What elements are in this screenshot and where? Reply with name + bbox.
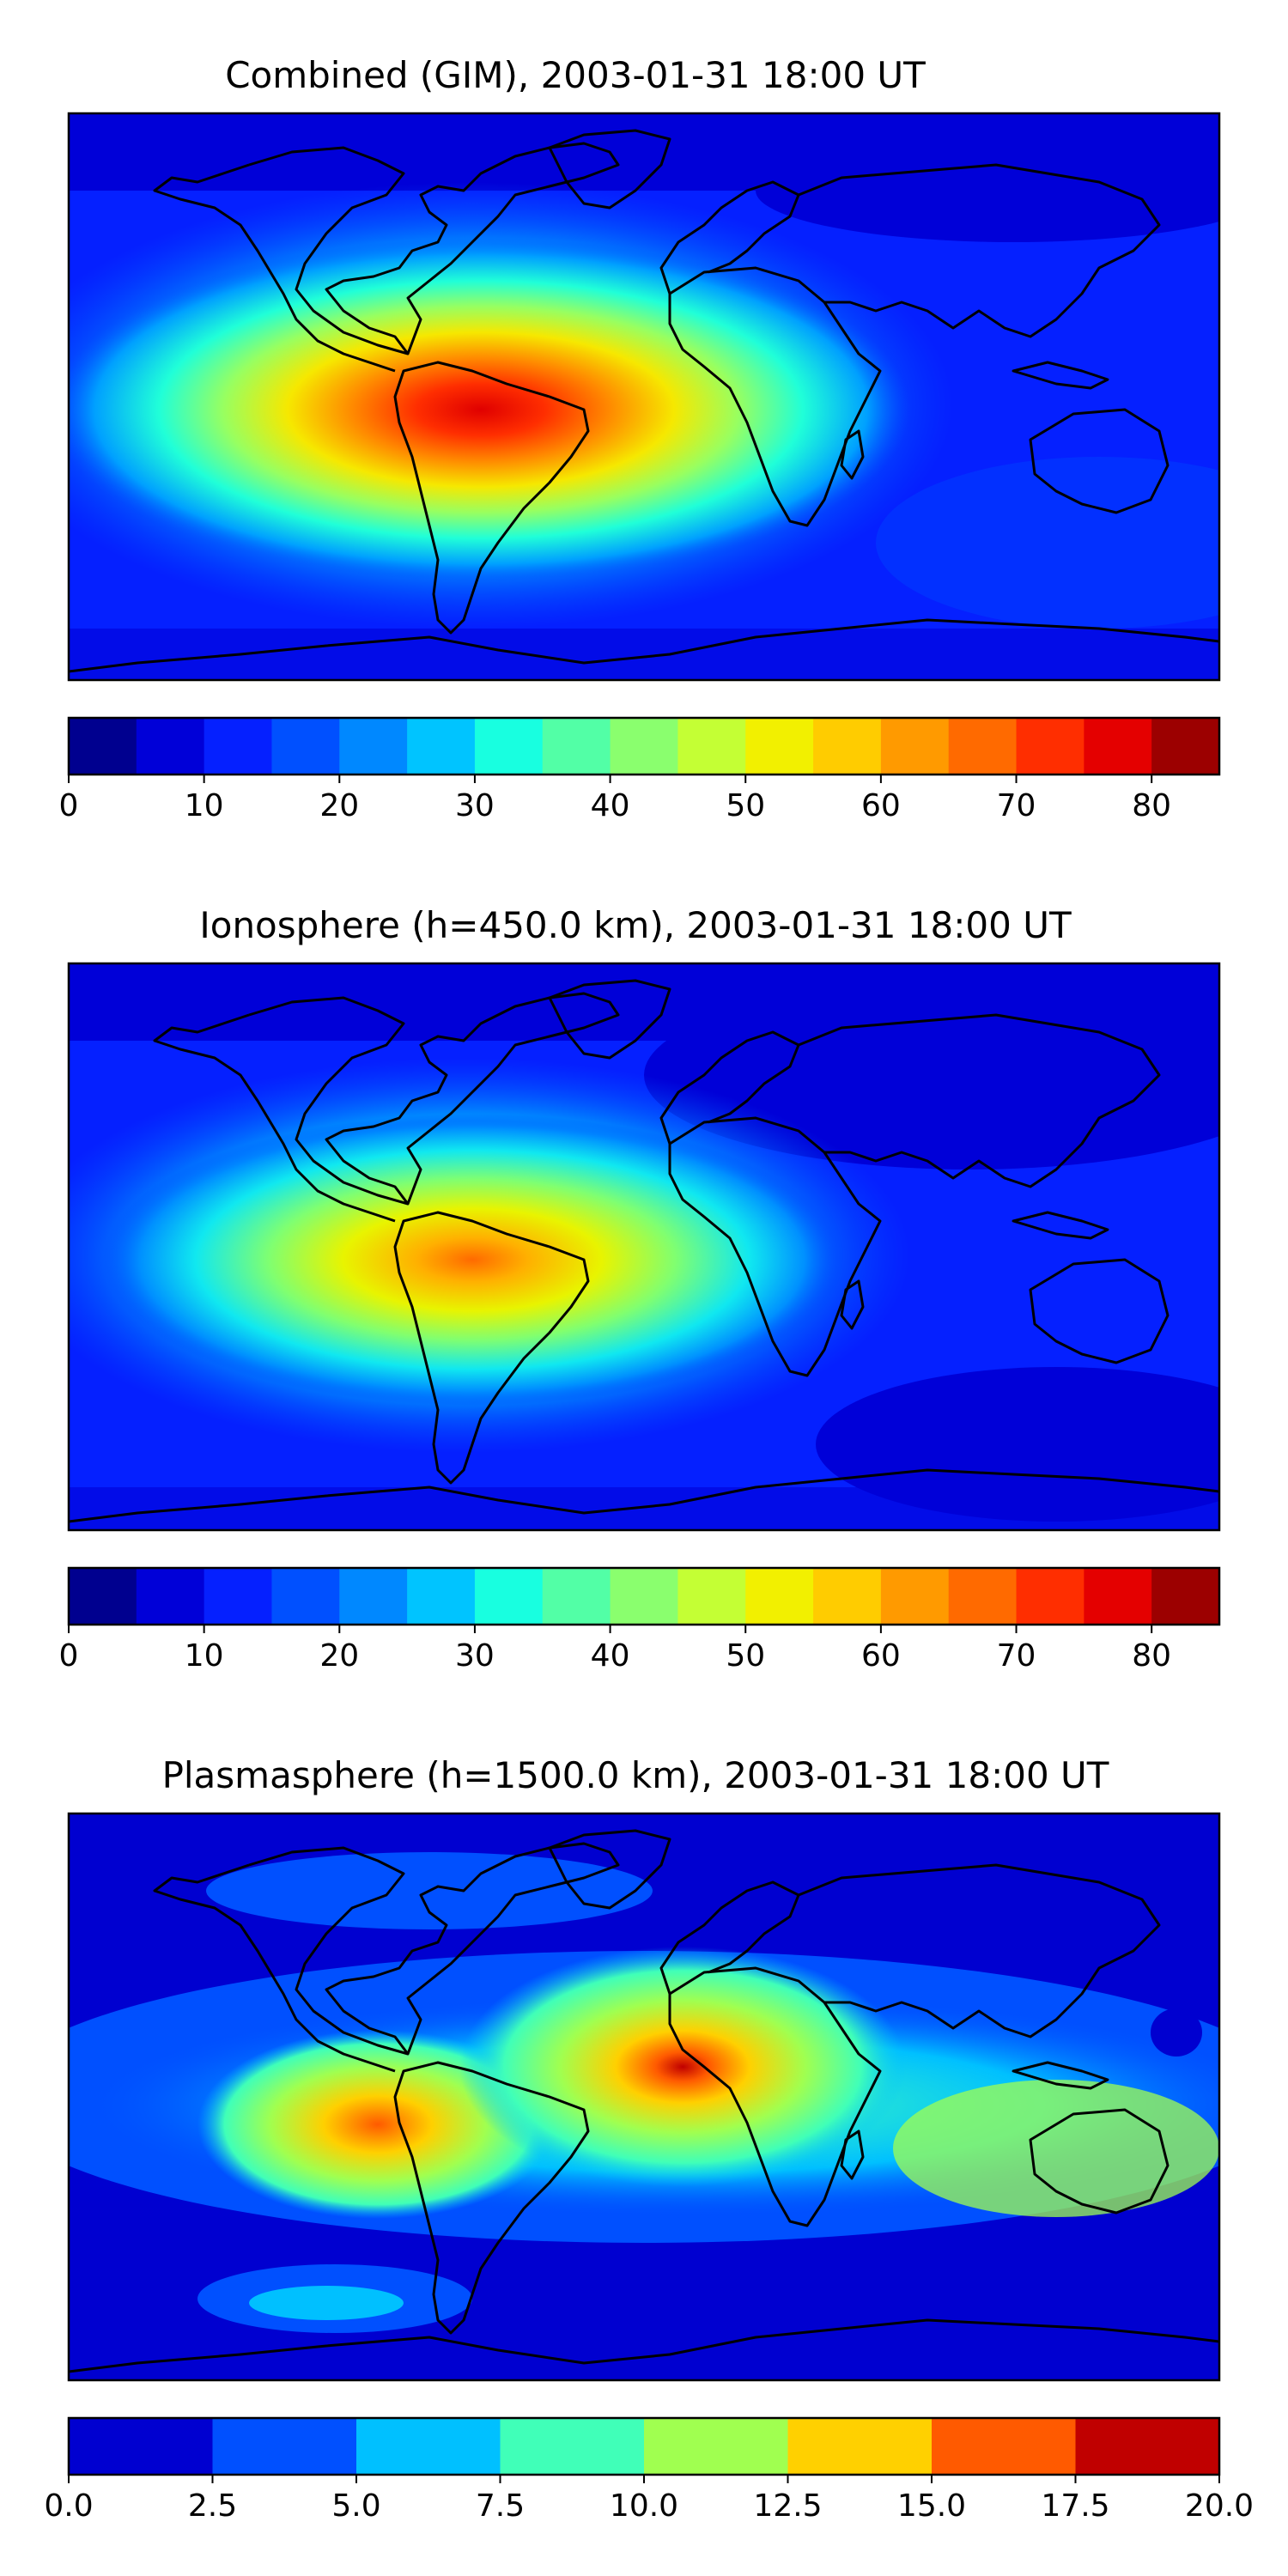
tec-map-combined: [67, 112, 1221, 682]
panel-ionosphere: Ionosphere (h=450.0 km), 2003-01-31 18:0…: [59, 904, 1221, 1674]
colorbar-swatch: [542, 718, 611, 775]
colorbar-tick-label: 7.5: [476, 2488, 525, 2524]
colorbar-swatch: [1016, 718, 1084, 775]
colorbar-swatch: [787, 2418, 933, 2475]
colorbar-tick-label: 12.5: [753, 2488, 822, 2524]
colorbar-tick-label: 50: [726, 1638, 765, 1674]
colorbar-swatch: [474, 1568, 544, 1625]
colorbar-swatch: [212, 2418, 357, 2475]
colorbar-swatch: [745, 718, 814, 775]
colorbar-swatch: [69, 718, 137, 775]
colorbar-swatch: [813, 1568, 882, 1625]
colorbar-tick-label: 2.5: [188, 2488, 237, 2524]
colorbar-tick-label: 70: [997, 788, 1036, 823]
colorbar-tick-label: 0.0: [44, 2488, 93, 2524]
colorbar-swatch: [500, 2418, 645, 2475]
colorbar-swatch: [356, 2418, 501, 2475]
colorbar-swatch: [69, 1568, 137, 1625]
colorbar-tick-label: 5.0: [331, 2488, 380, 2524]
colorbar-tick-label: 60: [861, 788, 901, 823]
colorbar-tick-label: 15.0: [897, 2488, 966, 2524]
colorbar-tick-label: 50: [726, 788, 765, 823]
colorbar-ionosphere: 0 10 20 30 40 50 60 70 80: [59, 1566, 1221, 1674]
colorbar-swatch: [69, 2418, 214, 2475]
colorbar-swatch: [271, 1568, 340, 1625]
colorbar-swatch: [644, 2418, 789, 2475]
colorbar-swatch: [339, 1568, 408, 1625]
colorbar-tick-label: 20: [319, 788, 359, 823]
colorbar-combined: 0 10 20 30 40 50 60 70 80: [59, 716, 1221, 823]
colorbar-swatch: [610, 718, 679, 775]
colorbar-swatch: [948, 718, 1018, 775]
colorbar-plasmasphere: 0.0 2.5 5.0 7.5 10.0 12.5 15.0 17.5 20.0: [44, 2416, 1254, 2524]
colorbar-swatch: [542, 1568, 611, 1625]
colorbar-tick-label: 0: [59, 788, 79, 823]
colorbar-tick-label: 70: [997, 1638, 1036, 1674]
colorbar-swatch: [1151, 1568, 1220, 1625]
colorbar-swatch: [677, 1568, 746, 1625]
colorbar-swatch: [136, 1568, 205, 1625]
colorbar-tick-label: 40: [591, 788, 630, 823]
colorbar-tick-label: 30: [455, 788, 495, 823]
panel-title: Plasmasphere (h=1500.0 km), 2003-01-31 1…: [162, 1754, 1109, 1796]
colorbar-swatch: [880, 718, 950, 775]
colorbar-swatch: [745, 1568, 814, 1625]
panel-title: Combined (GIM), 2003-01-31 18:00 UT: [225, 54, 926, 96]
colorbar-tick-label: 10: [185, 1638, 224, 1674]
colorbar-swatch: [407, 1568, 476, 1625]
colorbar-swatch: [948, 1568, 1018, 1625]
panel-title: Ionosphere (h=450.0 km), 2003-01-31 18:0…: [199, 904, 1072, 946]
colorbar-swatch: [1084, 1568, 1152, 1625]
colorbar-tick-label: 20.0: [1185, 2488, 1254, 2524]
colorbar-swatch: [677, 718, 746, 775]
colorbar-swatch: [880, 1568, 950, 1625]
colorbar-swatch: [1075, 2418, 1220, 2475]
colorbar-swatch: [1016, 1568, 1084, 1625]
colorbar-swatch: [339, 718, 408, 775]
colorbar-tick-label: 17.5: [1041, 2488, 1109, 2524]
colorbar-swatch: [932, 2418, 1077, 2475]
colorbar-tick-label: 80: [1132, 788, 1171, 823]
colorbar-tick-label: 0: [59, 1638, 79, 1674]
colorbar-tick-label: 10.0: [610, 2488, 678, 2524]
colorbar-swatch: [474, 718, 544, 775]
colorbar-tick-label: 20: [319, 1638, 359, 1674]
colorbar-swatch: [204, 718, 273, 775]
panel-plasmasphere: Plasmasphere (h=1500.0 km), 2003-01-31 1…: [44, 1754, 1254, 2524]
colorbar-tick-label: 10: [185, 788, 224, 823]
colorbar-swatch: [204, 1568, 273, 1625]
colorbar-swatch: [136, 718, 205, 775]
colorbar-tick-label: 30: [455, 1638, 495, 1674]
colorbar-swatch: [271, 718, 340, 775]
colorbar-swatch: [813, 718, 882, 775]
colorbar-tick-label: 40: [591, 1638, 630, 1674]
colorbar-swatch: [1084, 718, 1152, 775]
tec-map-plasmasphere: [67, 1812, 1221, 2382]
tec-map-ionosphere: [67, 962, 1221, 1532]
panel-combined: Combined (GIM), 2003-01-31 18:00 UT 0 10 2…: [59, 54, 1221, 823]
colorbar-tick-label: 60: [861, 1638, 901, 1674]
colorbar-swatch: [610, 1568, 679, 1625]
colorbar-tick-label: 80: [1132, 1638, 1171, 1674]
colorbar-swatch: [407, 718, 476, 775]
colorbar-swatch: [1151, 718, 1220, 775]
